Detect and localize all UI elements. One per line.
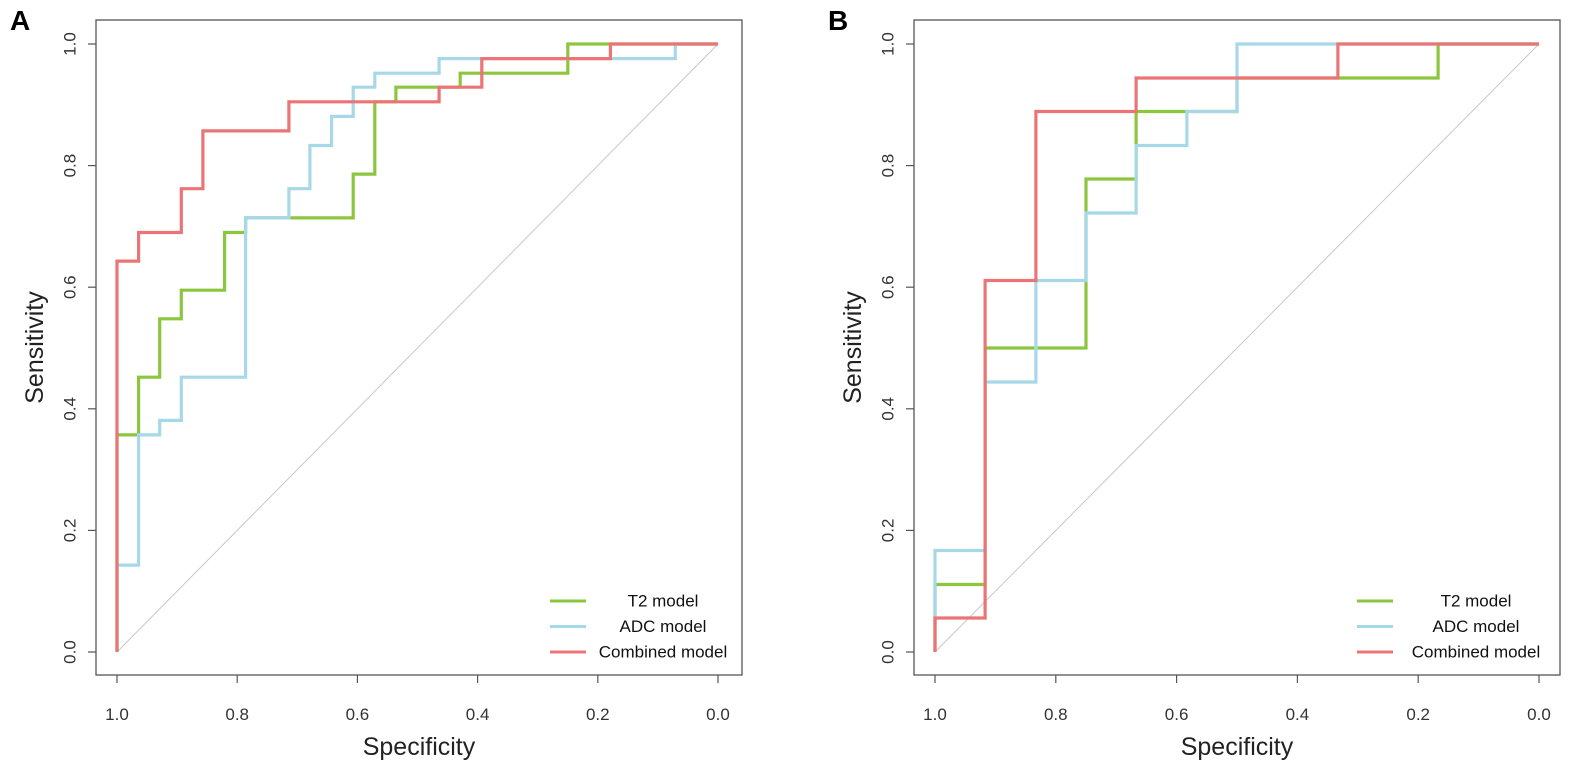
x-tick-label: 0.2	[1406, 705, 1430, 724]
x-tick-label: 1.0	[923, 705, 947, 724]
x-tick-label: 0.8	[1044, 705, 1068, 724]
y-tick-label: 0.2	[61, 519, 80, 543]
x-axis-title: Specificity	[363, 733, 476, 761]
legend-label-t2: T2 model	[628, 592, 699, 611]
x-tick-label: 0.6	[346, 705, 370, 724]
y-tick-label: 0.6	[879, 275, 898, 299]
x-tick-label: 0.4	[1286, 705, 1310, 724]
y-tick-label: 0.8	[61, 154, 80, 178]
y-tick-label: 0.8	[879, 154, 898, 178]
diagonal-reference-line	[934, 43, 1540, 653]
y-axis-title: Sensitivity	[21, 291, 49, 404]
roc-panel-b: B 1.0 0.8 0.6 0.4 0.2 0.0 0.0 0.2 0.4 0.6 0.8 1.0 Spe…	[828, 5, 1561, 761]
diagonal-reference-line	[116, 43, 719, 653]
x-tick-label: 0.2	[586, 705, 610, 724]
plot-frame	[95, 19, 743, 676]
legend-label-combined: Combined model	[599, 643, 728, 662]
legend-label-adc: ADC model	[1433, 617, 1520, 636]
roc-curve-t2	[115, 42, 718, 652]
roc-panel-a: A 1.0 0.8 0.6 0.4 0.2 0.0 0.0 0.2 0.4 0.6 0.8 1.0 Spe…	[10, 5, 743, 761]
y-tick-label: 0.4	[61, 397, 80, 421]
x-tick-label: 0.4	[466, 705, 490, 724]
y-axis-title: Sensitivity	[839, 291, 867, 404]
y-tick-label: 0.0	[879, 640, 898, 664]
x-tick-label: 0.0	[1527, 705, 1551, 724]
roc-curve-combined	[115, 42, 718, 652]
x-tick-label: 0.8	[225, 705, 249, 724]
y-tick-label: 1.0	[61, 32, 80, 56]
x-tick-label: 0.6	[1165, 705, 1189, 724]
y-tick-label: 1.0	[879, 32, 898, 56]
y-tick-label: 0.0	[61, 640, 80, 664]
y-tick-label: 0.2	[879, 519, 898, 543]
legend-label-t2: T2 model	[1441, 592, 1512, 611]
y-tick-label: 0.4	[879, 397, 898, 421]
panel-label: B	[828, 5, 848, 36]
x-tick-label: 1.0	[105, 705, 129, 724]
roc-curve-adc	[115, 42, 718, 652]
panel-label: A	[10, 5, 30, 36]
roc-curve-combined	[933, 42, 1539, 652]
plot-frame	[913, 19, 1561, 676]
y-tick-label: 0.6	[61, 275, 80, 299]
legend-label-adc: ADC model	[620, 617, 707, 636]
x-axis-title: Specificity	[1181, 733, 1294, 761]
legend-label-combined: Combined model	[1412, 643, 1541, 662]
x-tick-label: 0.0	[706, 705, 730, 724]
